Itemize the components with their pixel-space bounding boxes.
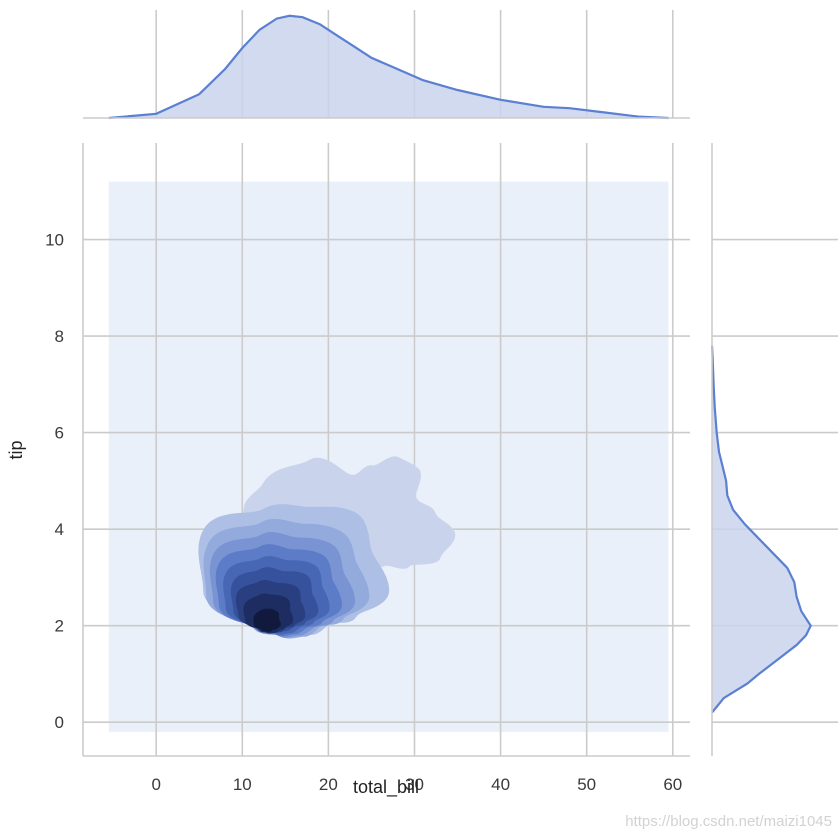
x-tick-label: 10 xyxy=(233,775,252,794)
main-gridlines xyxy=(83,143,690,756)
y-tick-label: 10 xyxy=(45,231,64,250)
joint-plot: 0 10 20 30 40 50 60 0 2 4 6 8 10 total_bill tip xyxy=(6,143,690,798)
x-tick-label: 0 xyxy=(151,775,160,794)
x-tick-label: 20 xyxy=(319,775,338,794)
kde-background xyxy=(108,181,669,732)
watermark: https://blog.csdn.net/maizi1045 xyxy=(625,813,832,830)
y-tick-label: 4 xyxy=(55,520,64,539)
x-tick-label: 30 xyxy=(405,775,424,794)
x-tick-label: 40 xyxy=(491,775,510,794)
y-tick-label: 0 xyxy=(55,713,64,732)
y-tick-label: 6 xyxy=(55,424,64,443)
marginal-x-density-area xyxy=(108,15,669,118)
marginal-y-density-area xyxy=(712,345,811,713)
marginal-x-density-line xyxy=(108,14,669,120)
y-tick-labels: 0 2 4 6 8 10 xyxy=(45,231,64,733)
x-axis-label: total_bill xyxy=(353,777,419,798)
x-tick-label: 50 xyxy=(577,775,596,794)
marginal-y-plot xyxy=(711,143,838,756)
kde-contours xyxy=(198,456,456,639)
x-tick-labels: 0 10 20 30 40 50 60 xyxy=(151,775,682,794)
x-tick-label: 60 xyxy=(663,775,682,794)
marginal-y-density-line xyxy=(711,345,812,714)
y-axis-label: tip xyxy=(6,440,26,459)
y-tick-label: 2 xyxy=(55,617,64,636)
y-tick-label: 8 xyxy=(55,327,64,346)
marginal-x-plot xyxy=(83,10,690,120)
kde-level-10 xyxy=(253,608,281,632)
main-spines xyxy=(82,143,690,757)
